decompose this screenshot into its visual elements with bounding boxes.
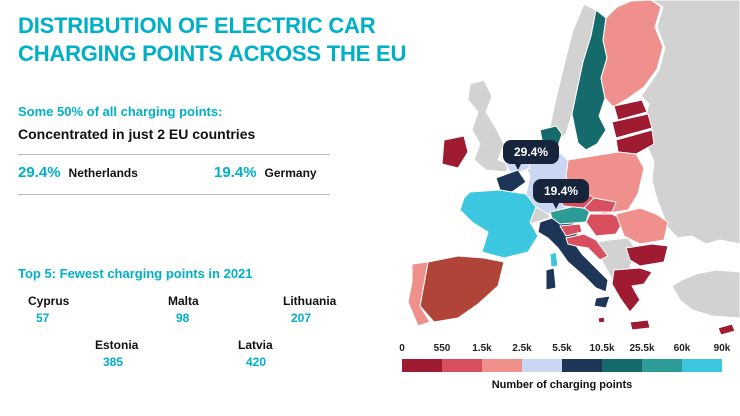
europe-map-svg	[407, 0, 740, 336]
legend: 0 550 1.5k 2.5k 5.5k 10.5k 25.5k 60k 90k…	[399, 343, 730, 391]
country-ireland	[441, 135, 469, 169]
legend-color-bar	[402, 359, 722, 372]
summary-heading: Some 50% of all charging points:	[18, 104, 223, 119]
country-croatia	[565, 233, 609, 261]
legend-tick: 0	[399, 343, 405, 354]
country-lithuania	[615, 129, 655, 155]
summary-subheading: Concentrated in just 2 EU countries	[18, 126, 256, 142]
top5-value: 98	[176, 311, 190, 325]
divider-top	[18, 154, 330, 155]
country-turkey	[671, 269, 740, 319]
top5-country: Latvia	[238, 338, 273, 352]
country-slovenia	[559, 223, 583, 237]
legend-swatch	[442, 359, 482, 372]
island-sicily	[593, 295, 611, 309]
stat-germany: 19.4% Germany	[214, 164, 317, 181]
legend-tick: 5.5k	[552, 343, 572, 354]
legend-swatch	[602, 359, 642, 372]
legend-swatch	[402, 359, 442, 372]
country-portugal	[407, 261, 431, 327]
legend-tick: 2.5k	[512, 343, 532, 354]
legend-tick: 90k	[713, 343, 731, 354]
stat-netherlands-label: Netherlands	[68, 166, 138, 180]
legend-tick: 1.5k	[472, 343, 492, 354]
top5-country: Cyprus	[28, 294, 70, 308]
stat-netherlands-value: 29.4%	[18, 164, 61, 181]
top5-value: 57	[36, 311, 50, 325]
callout-germany: 19.4%	[533, 179, 590, 209]
page-title: DISTRIBUTION OF ELECTRIC CAR CHARGING PO…	[18, 12, 408, 68]
top5-value: 207	[291, 311, 312, 325]
legend-ticks: 0 550 1.5k 2.5k 5.5k 10.5k 25.5k 60k 90k	[399, 343, 730, 357]
callout-netherlands: 29.4%	[503, 140, 560, 170]
country-estonia	[613, 99, 648, 121]
europe-map: 29.4% 19.4%	[400, 0, 740, 345]
country-greece	[611, 267, 653, 313]
country-romania	[615, 207, 669, 245]
legend-tick: 25.5k	[629, 343, 655, 354]
list-item: Malta 98	[168, 294, 199, 325]
legend-tick: 550	[433, 343, 451, 354]
country-latvia	[611, 113, 653, 139]
title-line-1: DISTRIBUTION OF ELECTRIC CAR	[18, 13, 376, 38]
island-sardinia	[545, 267, 557, 291]
country-france	[459, 189, 539, 259]
legend-swatch	[482, 359, 522, 372]
legend-swatch	[682, 359, 722, 372]
top5-country: Lithuania	[283, 294, 337, 308]
stat-netherlands: 29.4% Netherlands	[18, 164, 138, 181]
country-slovakia	[583, 197, 617, 213]
top5-country: Malta	[168, 294, 199, 308]
divider-bottom	[18, 194, 330, 195]
list-item: Latvia 420	[238, 338, 273, 369]
region-eastern-europe-non-eu	[640, 0, 740, 245]
top5-heading: Top 5: Fewest charging points in 2021	[18, 266, 253, 281]
legend-tick: 60k	[673, 343, 691, 354]
list-item: Estonia 385	[95, 338, 138, 369]
top5-value: 385	[103, 355, 124, 369]
legend-tick: 10.5k	[589, 343, 615, 354]
country-belgium	[495, 169, 527, 193]
stat-germany-value: 19.4%	[214, 164, 257, 181]
top5-list: Cyprus 57 Malta 98 Lithuania 207 Estonia…	[18, 288, 388, 388]
legend-swatch	[562, 359, 602, 372]
top5-country: Estonia	[95, 338, 139, 352]
country-cyprus	[717, 323, 736, 336]
country-spain	[419, 255, 505, 323]
legend-swatch	[642, 359, 682, 372]
list-item: Lithuania 207	[283, 294, 336, 325]
top5-value: 420	[246, 355, 267, 369]
stat-germany-label: Germany	[264, 166, 317, 180]
island-corsica	[549, 251, 559, 268]
country-bulgaria	[625, 243, 669, 267]
legend-swatch	[522, 359, 562, 372]
country-malta	[597, 316, 606, 324]
country-finland	[600, 0, 664, 108]
island-crete	[629, 319, 651, 331]
list-item: Cyprus 57	[28, 294, 69, 325]
title-line-2: CHARGING POINTS ACROSS THE EU	[18, 41, 407, 66]
legend-caption: Number of charging points	[491, 379, 633, 391]
